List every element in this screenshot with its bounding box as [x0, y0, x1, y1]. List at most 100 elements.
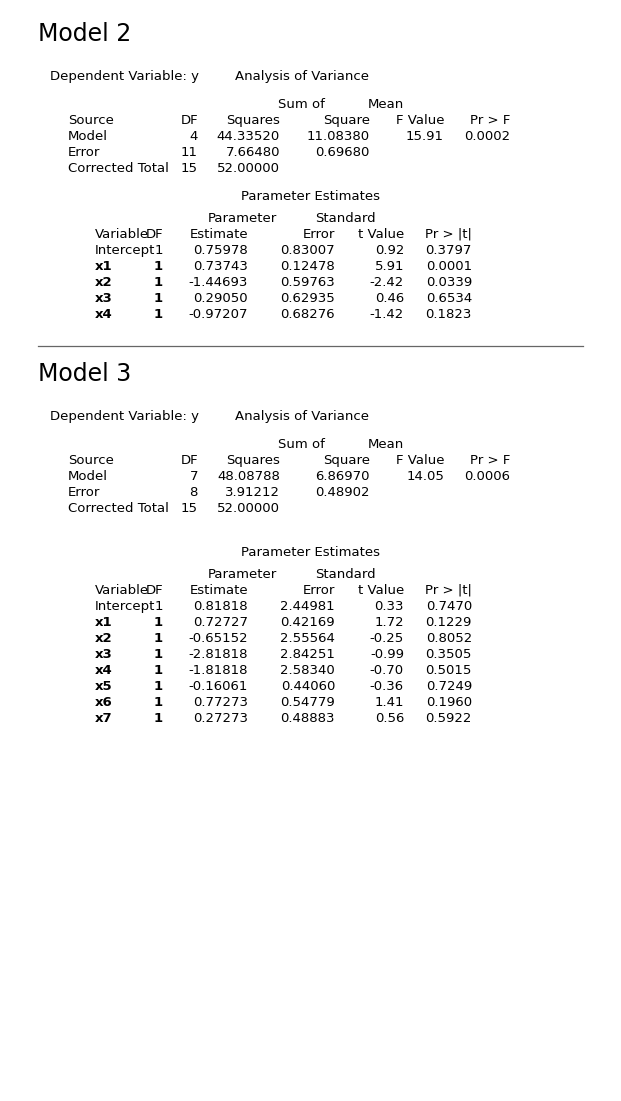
Text: x6: x6 — [95, 696, 113, 709]
Text: 1: 1 — [155, 600, 163, 613]
Text: -0.25: -0.25 — [369, 632, 404, 645]
Text: -2.42: -2.42 — [369, 276, 404, 288]
Text: Mean: Mean — [368, 98, 404, 111]
Text: Square: Square — [323, 454, 370, 467]
Text: x2: x2 — [95, 632, 112, 645]
Text: 7.66480: 7.66480 — [225, 146, 280, 159]
Text: 0.92: 0.92 — [374, 244, 404, 257]
Text: 0.0002: 0.0002 — [464, 130, 510, 143]
Text: x3: x3 — [95, 648, 113, 661]
Text: Error: Error — [302, 584, 335, 597]
Text: 0.3505: 0.3505 — [425, 648, 472, 661]
Text: Analysis of Variance: Analysis of Variance — [235, 410, 369, 423]
Text: 1: 1 — [154, 276, 163, 288]
Text: Parameter Estimates: Parameter Estimates — [241, 190, 380, 203]
Text: x2: x2 — [95, 276, 112, 288]
Text: 14.05: 14.05 — [406, 470, 444, 483]
Text: Square: Square — [323, 115, 370, 127]
Text: x1: x1 — [95, 615, 112, 629]
Text: 0.1823: 0.1823 — [425, 308, 472, 321]
Text: Dependent Variable: y: Dependent Variable: y — [50, 410, 199, 423]
Text: 8: 8 — [189, 486, 198, 499]
Text: -2.81818: -2.81818 — [189, 648, 248, 661]
Text: Model 3: Model 3 — [38, 362, 131, 386]
Text: Squares: Squares — [226, 115, 280, 127]
Text: t Value: t Value — [358, 584, 404, 597]
Text: Mean: Mean — [368, 438, 404, 451]
Text: 52.00000: 52.00000 — [217, 162, 280, 175]
Text: 0.5922: 0.5922 — [425, 712, 472, 724]
Text: Sum of: Sum of — [278, 438, 325, 451]
Text: -0.70: -0.70 — [370, 664, 404, 677]
Text: 0.48902: 0.48902 — [315, 486, 370, 499]
Text: 1: 1 — [154, 308, 163, 321]
Text: -1.81818: -1.81818 — [189, 664, 248, 677]
Text: F Value: F Value — [396, 454, 444, 467]
Text: 7: 7 — [189, 470, 198, 483]
Text: 0.68276: 0.68276 — [280, 308, 335, 321]
Text: 1: 1 — [154, 260, 163, 273]
Text: Dependent Variable: y: Dependent Variable: y — [50, 70, 199, 83]
Text: 5.91: 5.91 — [374, 260, 404, 273]
Text: 0.44060: 0.44060 — [281, 680, 335, 693]
Text: 1.72: 1.72 — [374, 615, 404, 629]
Text: x4: x4 — [95, 308, 113, 321]
Text: t Value: t Value — [358, 228, 404, 241]
Text: 0.7470: 0.7470 — [426, 600, 472, 613]
Text: DF: DF — [180, 454, 198, 467]
Text: 0.54779: 0.54779 — [280, 696, 335, 709]
Text: -0.99: -0.99 — [370, 648, 404, 661]
Text: Pr > |t|: Pr > |t| — [425, 584, 472, 597]
Text: 0.62935: 0.62935 — [280, 292, 335, 305]
Text: 2.55564: 2.55564 — [280, 632, 335, 645]
Text: 48.08788: 48.08788 — [217, 470, 280, 483]
Text: 1: 1 — [154, 292, 163, 305]
Text: Error: Error — [68, 486, 101, 499]
Text: Parameter: Parameter — [208, 212, 277, 225]
Text: 0.48883: 0.48883 — [281, 712, 335, 724]
Text: 0.1960: 0.1960 — [426, 696, 472, 709]
Text: 0.27273: 0.27273 — [193, 712, 248, 724]
Text: 44.33520: 44.33520 — [217, 130, 280, 143]
Text: 2.58340: 2.58340 — [280, 664, 335, 677]
Text: 0.1229: 0.1229 — [425, 615, 472, 629]
Text: x1: x1 — [95, 260, 112, 273]
Text: Model 2: Model 2 — [38, 22, 131, 46]
Text: 0.83007: 0.83007 — [280, 244, 335, 257]
Text: 0.73743: 0.73743 — [193, 260, 248, 273]
Text: 1: 1 — [154, 615, 163, 629]
Text: x5: x5 — [95, 680, 112, 693]
Text: x7: x7 — [95, 712, 112, 724]
Text: Pr > |t|: Pr > |t| — [425, 228, 472, 241]
Text: Source: Source — [68, 454, 114, 467]
Text: 1: 1 — [154, 680, 163, 693]
Text: 0.0339: 0.0339 — [426, 276, 472, 288]
Text: 0.7249: 0.7249 — [426, 680, 472, 693]
Text: 0.69680: 0.69680 — [315, 146, 370, 159]
Text: 52.00000: 52.00000 — [217, 502, 280, 515]
Text: 3.91212: 3.91212 — [225, 486, 280, 499]
Text: Pr > F: Pr > F — [469, 454, 510, 467]
Text: 1: 1 — [154, 648, 163, 661]
Text: Estimate: Estimate — [189, 228, 248, 241]
Text: Model: Model — [68, 130, 108, 143]
Text: Parameter Estimates: Parameter Estimates — [241, 546, 380, 559]
Text: 6.86970: 6.86970 — [315, 470, 370, 483]
Text: Sum of: Sum of — [278, 98, 325, 111]
Text: DF: DF — [180, 115, 198, 127]
Text: Squares: Squares — [226, 454, 280, 467]
Text: 2.84251: 2.84251 — [280, 648, 335, 661]
Text: 1: 1 — [154, 664, 163, 677]
Text: Corrected Total: Corrected Total — [68, 162, 169, 175]
Text: Error: Error — [302, 228, 335, 241]
Text: 1: 1 — [154, 712, 163, 724]
Text: -1.42: -1.42 — [369, 308, 404, 321]
Text: 0.5015: 0.5015 — [425, 664, 472, 677]
Text: Estimate: Estimate — [189, 584, 248, 597]
Text: -0.16061: -0.16061 — [189, 680, 248, 693]
Text: -0.65152: -0.65152 — [188, 632, 248, 645]
Text: 0.77273: 0.77273 — [193, 696, 248, 709]
Text: 1: 1 — [154, 696, 163, 709]
Text: 0.6534: 0.6534 — [426, 292, 472, 305]
Text: 15.91: 15.91 — [406, 130, 444, 143]
